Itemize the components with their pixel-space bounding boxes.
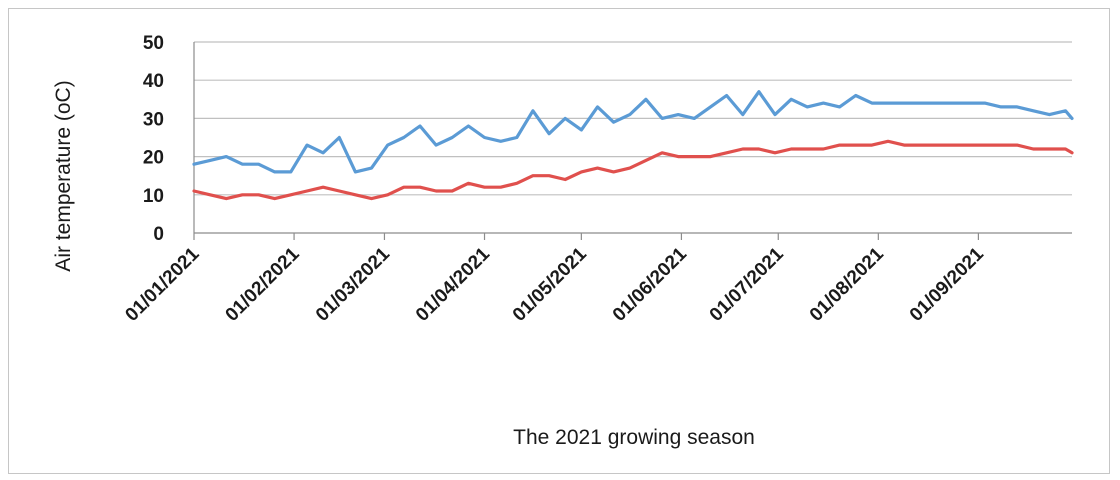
y-tick-label: 0 — [153, 224, 164, 245]
x-axis-title: The 2021 growing season — [513, 426, 755, 449]
y-tick-label: 30 — [143, 109, 164, 130]
x-tick-label: 01/03/2021 — [312, 243, 394, 325]
x-axis: 01/01/2021 01/02/2021 01/03/2021 01/04/2021… — [121, 233, 988, 326]
y-tick-label: 40 — [143, 71, 164, 92]
x-tick-label: 01/04/2021 — [412, 243, 494, 325]
chart-frame — [8, 8, 1110, 474]
x-tick-label: 01/07/2021 — [706, 243, 788, 325]
series-line-2 — [192, 139, 1074, 201]
x-tick-label: 01/09/2021 — [906, 243, 988, 325]
x-tick-label: 01/08/2021 — [806, 243, 888, 325]
x-tick-label: 01/06/2021 — [609, 243, 691, 325]
y-tick-label: 50 — [143, 33, 164, 54]
y-axis-title: Air temperature (oC) — [52, 80, 75, 271]
x-tick-label: 01/02/2021 — [222, 243, 304, 325]
y-tick-label: 20 — [143, 148, 164, 169]
y-axis-ticks: 0 10 20 30 40 50 — [143, 33, 164, 245]
gridlines — [193, 41, 1072, 234]
series-line-1 — [192, 90, 1074, 174]
series-lines — [192, 90, 1074, 201]
x-tick-label: 01/05/2021 — [509, 243, 591, 325]
x-tick-label: 01/01/2021 — [121, 243, 203, 325]
y-tick-label: 10 — [143, 186, 164, 207]
